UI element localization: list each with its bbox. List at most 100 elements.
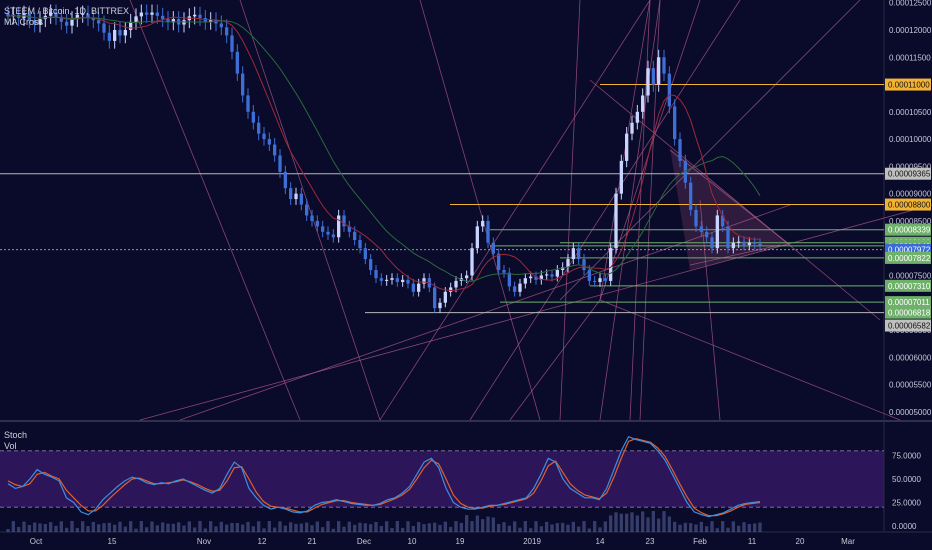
volume-bar: [555, 523, 559, 532]
time-tick: 23: [646, 537, 655, 546]
time-tick: 12: [258, 537, 267, 546]
volume-bar: [678, 524, 682, 532]
candle: [753, 242, 757, 244]
volume-bar: [310, 525, 314, 532]
price-tick: 0.00011500: [889, 53, 931, 62]
volume-bar: [347, 521, 351, 532]
candle: [758, 243, 762, 246]
candle: [678, 139, 682, 161]
volume-bar: [603, 521, 607, 532]
volume-bar: [747, 523, 751, 532]
candle: [646, 68, 650, 96]
candle: [385, 279, 389, 281]
volume-bar: [395, 521, 399, 532]
volume-bar: [475, 515, 479, 532]
candle: [75, 14, 79, 20]
candle: [353, 231, 357, 240]
candle: [374, 270, 378, 279]
candle: [555, 270, 559, 277]
volume-bar: [278, 521, 282, 532]
volume-bar: [193, 527, 197, 532]
volume-bar: [742, 522, 746, 532]
volume-bar: [443, 521, 447, 532]
candle: [118, 30, 122, 36]
volume-bar: [406, 521, 410, 532]
volume-bar: [81, 521, 85, 532]
volume-bar: [411, 525, 415, 532]
price-tag: [885, 319, 931, 332]
volume-bar: [171, 523, 175, 532]
candle: [534, 276, 538, 280]
time-tick: 20: [796, 537, 805, 546]
candle: [171, 19, 175, 23]
candle: [465, 275, 469, 279]
volume-bar: [65, 527, 69, 532]
candle: [299, 193, 303, 205]
volume-bar: [134, 528, 138, 532]
volume-bar: [497, 523, 501, 532]
candle: [411, 283, 415, 292]
volume-bar: [251, 526, 255, 532]
volume-bar: [737, 525, 741, 532]
volume-bar: [145, 527, 149, 532]
candle: [379, 278, 383, 281]
volume-bar: [11, 521, 15, 532]
volume-bar: [518, 527, 522, 532]
volume-bar: [571, 521, 575, 532]
volume-bar: [726, 527, 730, 532]
candle: [737, 241, 741, 243]
volume-bar: [363, 523, 367, 532]
candle: [731, 242, 735, 249]
candle: [363, 248, 367, 260]
candle: [102, 23, 106, 33]
time-tick: Feb: [693, 537, 707, 546]
volume-bar: [417, 522, 421, 532]
volume-bar: [166, 523, 170, 532]
volume-bar: [342, 526, 346, 532]
volume-bar: [150, 521, 154, 532]
volume-bar: [657, 518, 661, 532]
volume-bar: [49, 522, 53, 532]
candle: [619, 160, 623, 194]
price-tick: 0.00010500: [889, 108, 932, 117]
candle: [251, 111, 255, 123]
stoch-tick: 50.0000: [892, 475, 921, 484]
price-tick: 0.00005000: [889, 408, 932, 417]
candle: [529, 276, 533, 279]
volume-bar: [710, 521, 714, 532]
price-tag-label: 0.00007822: [888, 254, 931, 263]
volume-bar: [641, 511, 645, 532]
volume-bar: [246, 521, 250, 532]
price-tag: [885, 198, 931, 211]
candle: [689, 182, 693, 210]
trendline: [669, 149, 791, 246]
price-tag-label: 0.00008800: [888, 201, 931, 210]
candle: [406, 279, 410, 284]
candle: [129, 21, 133, 30]
candle: [705, 231, 709, 238]
volume-bar: [305, 522, 309, 532]
volume-bar: [358, 522, 362, 532]
volume-bar: [662, 511, 666, 532]
candle: [593, 280, 597, 282]
candle: [625, 133, 629, 161]
candle: [145, 12, 149, 15]
candle: [70, 19, 74, 26]
candle: [235, 51, 239, 74]
volume-bar: [54, 525, 58, 532]
volume-bar: [161, 522, 165, 532]
candle: [390, 278, 394, 280]
price-tick: 0.00007500: [889, 271, 932, 280]
volume-bar: [86, 526, 90, 532]
trendline: [699, 199, 721, 421]
volume-bar: [577, 526, 581, 532]
volume-bar: [683, 522, 687, 532]
candle: [609, 248, 613, 281]
candle: [193, 14, 197, 17]
candle: [550, 274, 554, 277]
volume-bar: [267, 521, 271, 532]
volume-bar: [513, 521, 517, 532]
volume-bar: [241, 524, 245, 532]
candle: [577, 248, 581, 260]
